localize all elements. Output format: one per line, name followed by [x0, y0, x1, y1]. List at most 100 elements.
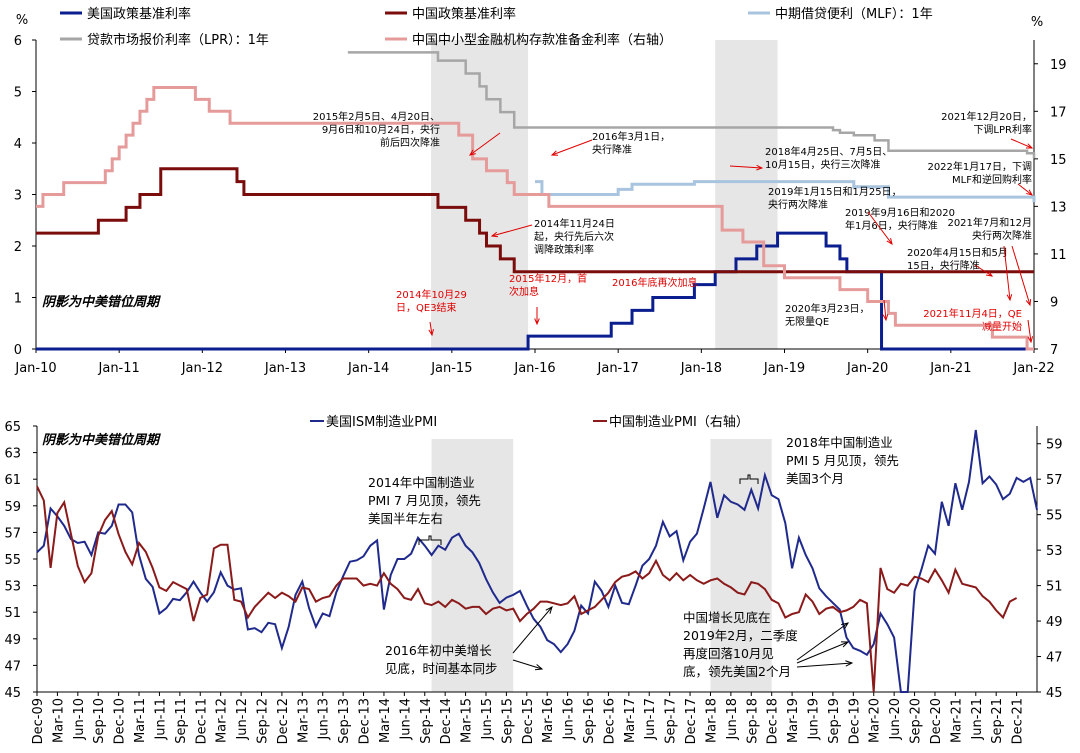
x-tick-label: Jan-13: [264, 361, 306, 376]
x-tick-label: Sep-16: [582, 698, 597, 744]
x-tick-label: Sep-12: [255, 698, 270, 744]
legend-label: 中国制造业PMI（右轴）: [609, 415, 749, 430]
series-line-0: [36, 429, 1038, 693]
policy-rate-chart: % % 0 1 2 3 4 5 6 7 9 11 13 15 17 19 Jan-10 Jan-11 Jan-12 J…: [14, 6, 1067, 376]
annotation-arrow: [512, 606, 553, 654]
x-tick-label: Jan-22: [1012, 361, 1054, 376]
chart-annotations: 阴影为中美错位周期 2015年2月5日、4月20日、9月6日和10月24日，央行前…: [42, 110, 1034, 344]
annotation-text: 次加息: [509, 285, 539, 298]
x-tick-label: Mar-12: [215, 698, 230, 743]
x-tick-label: Jan-14: [347, 361, 389, 376]
shaded-period-0: [431, 40, 529, 349]
annotation-text: 2019年2月，二季度: [683, 628, 798, 643]
x-tick-label: Jan-17: [597, 361, 639, 376]
x-tick-label: Jun-12: [235, 698, 250, 741]
x-tick-label: Sep-18: [745, 698, 760, 744]
x-tick-label: Jun-11: [153, 698, 168, 741]
x-tick-label: Jan-19: [763, 361, 805, 376]
y-tick-right-label: 47: [1046, 651, 1063, 666]
x-tick-label: Mar-15: [460, 698, 475, 743]
y-tick-right-label: 11: [1050, 248, 1067, 263]
annotation-brace: [739, 474, 759, 484]
annotation-arrowhead: [840, 641, 850, 648]
legend-label: 中期借贷便利（MLF）：1年: [775, 7, 933, 22]
x-tick-label: Sep-11: [174, 698, 189, 744]
annotation-arrow: [1003, 245, 1011, 301]
annotation-text: 2022年1月17日，下调: [927, 160, 1032, 173]
shaded-period-0: [431, 439, 514, 692]
x-tick-label: Sep-21: [990, 698, 1005, 744]
annotation-text: 中国增长见底在: [683, 610, 771, 625]
annotation-arrowhead: [841, 622, 850, 630]
y-tick-right-label: 53: [1046, 544, 1063, 559]
annotation-arrowhead: [550, 150, 559, 156]
y-tick-left-label: 45: [4, 686, 21, 701]
annotation-arrowhead: [845, 660, 854, 667]
x-tick-label: Jun-19: [807, 698, 822, 741]
annotation-text: 2016年3月1日，: [592, 130, 670, 143]
x-tick-label: Mar-18: [704, 698, 719, 743]
annotation-arrow: [491, 224, 533, 237]
annotation-text: 9月6日和10月24日，央行: [322, 123, 440, 136]
y-tick-right-label: 13: [1050, 200, 1067, 215]
x-tick-label: Dec-10: [113, 698, 128, 744]
annotation-text: 2020年3月23日，: [785, 302, 870, 315]
annotation-text: 2015年2月5日、4月20日、: [313, 110, 440, 123]
annotation-text: 前后四次降准: [380, 136, 440, 149]
annotation-arrow: [974, 264, 993, 277]
annotation-text: 2014年11月24日: [534, 217, 615, 230]
annotation-arrow: [1011, 245, 1031, 306]
x-tick-label: Dec-21: [1011, 698, 1026, 744]
x-tick-label: Dec-13: [358, 698, 373, 744]
x-tick-label: Jun-17: [643, 698, 658, 741]
annotation-text: MLF和逆回购利率: [952, 173, 1032, 186]
x-tick-label: Jan-20: [846, 361, 888, 376]
x-tick-label: Jun-14: [398, 698, 413, 741]
shaded-period-1: [715, 40, 778, 349]
annotation-text: 央行降准: [592, 143, 632, 156]
annotation-text: 起，央行先后六次: [534, 230, 614, 243]
annotation-arrowhead: [756, 164, 764, 171]
annotation-text: 减量开始: [982, 320, 1022, 333]
y-tick-right-label: 45: [1046, 686, 1063, 701]
x-tick-label: Sep-20: [909, 698, 924, 744]
annotation-arrowhead: [882, 314, 889, 322]
annotation-arrow: [883, 299, 887, 321]
y-tick-left-label: 63: [4, 447, 21, 462]
x-tick-label: Sep-14: [419, 698, 434, 744]
annotation-arrowhead: [428, 329, 434, 337]
y-axis-left-unit: %: [16, 13, 28, 28]
y-tick-left-label: 61: [4, 473, 21, 488]
x-tick-label: Jan-11: [98, 361, 140, 376]
x-tick-label: Jun-18: [725, 698, 740, 741]
annotation-text: 2018年中国制造业: [786, 435, 893, 450]
annotation-text: 调降政策利率: [534, 243, 594, 256]
y-tick-right-label: 59: [1046, 438, 1063, 453]
shade-label: 阴影为中美错位周期: [42, 294, 161, 310]
x-tick-label: Sep-13: [337, 698, 352, 744]
x-tick-label: Mar-14: [378, 698, 393, 743]
annotation-arrowhead: [1025, 143, 1034, 149]
annotation-arrow: [796, 622, 849, 661]
chart-legend: 美国ISM制造业PMI 中国制造业PMI（右轴）: [310, 415, 749, 430]
y-tick-left-label: 5: [14, 86, 22, 101]
annotation-arrow: [469, 132, 501, 156]
x-tick-label: Jun-13: [317, 698, 332, 741]
x-tick-label: Mar-21: [949, 698, 964, 743]
x-tick-label: Dec-12: [276, 698, 291, 744]
x-tick-label: Sep-10: [92, 698, 107, 744]
annotation-text: 无限量QE: [785, 316, 829, 328]
x-tick-label: Jan-12: [181, 361, 223, 376]
y-tick-left-label: 3: [14, 189, 22, 204]
x-tick-label: Dec-20: [929, 698, 944, 744]
annotation-arrowhead: [534, 318, 540, 326]
y-tick-left-label: 57: [4, 526, 21, 541]
x-tick-label: Mar-13: [296, 698, 311, 743]
annotation-arrow: [1027, 319, 1032, 343]
annotation-text: 2021年12月20日，: [941, 110, 1032, 123]
x-tick-label: Mar-20: [868, 698, 883, 743]
y-tick-left-label: 59: [4, 500, 21, 515]
x-tick-label: Jun-21: [970, 698, 985, 741]
annotation-text: 央行两次降准: [972, 229, 1032, 242]
